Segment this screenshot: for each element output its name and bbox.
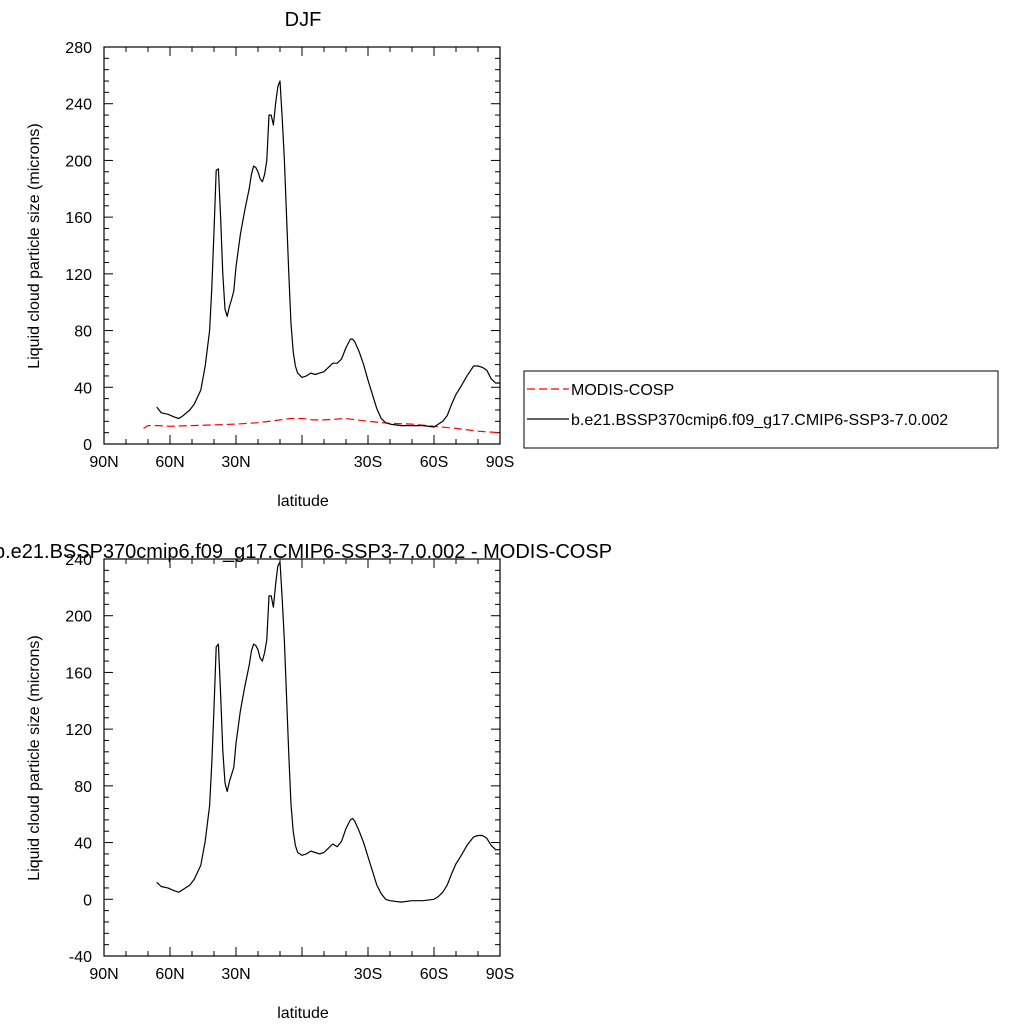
y-tick-label: 80 — [74, 324, 92, 341]
plot-area: 90N 60N 30N 30S 60S 90S 0 40 80 120 160 200 240 280 — [65, 40, 514, 471]
y-tick-label: 200 — [65, 609, 92, 626]
panel-title: DJF — [285, 9, 322, 31]
panel-djf: DJF Liquid cloud particle size (microns)… — [26, 9, 999, 510]
y-tick-label: 0 — [83, 892, 92, 909]
y-tick-label: 200 — [65, 153, 92, 170]
series-line-0-1 — [156, 80, 500, 428]
plot-frame — [103, 558, 501, 957]
legend: MODIS-COSP b.e21.BSSP370cmip6.f09_g17.CM… — [523, 370, 999, 449]
y-axis-label: Liquid cloud particle size (microns) — [26, 635, 43, 880]
y-tick-label: 240 — [65, 552, 92, 569]
y-tick-label: 0 — [83, 437, 92, 454]
x-tick-label: 90N — [89, 454, 118, 471]
x-tick-label: 60S — [420, 454, 448, 471]
y-tick-label: 120 — [65, 267, 92, 284]
y-axis-label: Liquid cloud particle size (microns) — [26, 123, 43, 368]
x-tick-label: 90S — [486, 454, 514, 471]
legend-entry-model: b.e21.BSSP370cmip6.f09_g17.CMIP6-SSP3-7.… — [571, 412, 948, 429]
y-tick-label: 240 — [65, 97, 92, 114]
panel-difference: b.e21.BSSP370cmip6.f09_g17.CMIP6-SSP3-7.… — [0, 541, 612, 1022]
x-axis-label: latitude — [277, 1005, 329, 1022]
x-tick-label: 30S — [354, 454, 382, 471]
x-tick-label: 90N — [89, 966, 118, 983]
x-tick-label: 30N — [221, 454, 250, 471]
x-tick-label: 90S — [486, 966, 514, 983]
y-tick-label: 280 — [65, 40, 92, 57]
plot-frame — [103, 46, 501, 445]
y-tick-label: -40 — [69, 949, 92, 966]
y-tick-label: 40 — [74, 380, 92, 397]
legend-box — [523, 370, 999, 449]
x-tick-label: 30N — [221, 966, 250, 983]
x-tick-label: 60S — [420, 966, 448, 983]
x-tick-label: 60N — [155, 454, 184, 471]
series-line-0-0 — [143, 417, 501, 434]
panel-title: b.e21.BSSP370cmip6.f09_g17.CMIP6-SSP3-7.… — [0, 541, 612, 563]
y-tick-label: 160 — [65, 210, 92, 227]
x-axis-label: latitude — [277, 493, 329, 510]
y-tick-label: 160 — [65, 665, 92, 682]
x-tick-label: 60N — [155, 966, 184, 983]
legend-entry-modis-cosp: MODIS-COSP — [571, 382, 674, 399]
y-tick-label: 80 — [74, 779, 92, 796]
y-tick-label: 120 — [65, 722, 92, 739]
x-tick-label: 30S — [354, 966, 382, 983]
series-line-1-0 — [156, 561, 500, 903]
y-tick-label: 40 — [74, 836, 92, 853]
plot-area: 90N 60N 30N 30S 60S 90S -40 0 40 80 120 160 200 240 — [65, 552, 514, 983]
